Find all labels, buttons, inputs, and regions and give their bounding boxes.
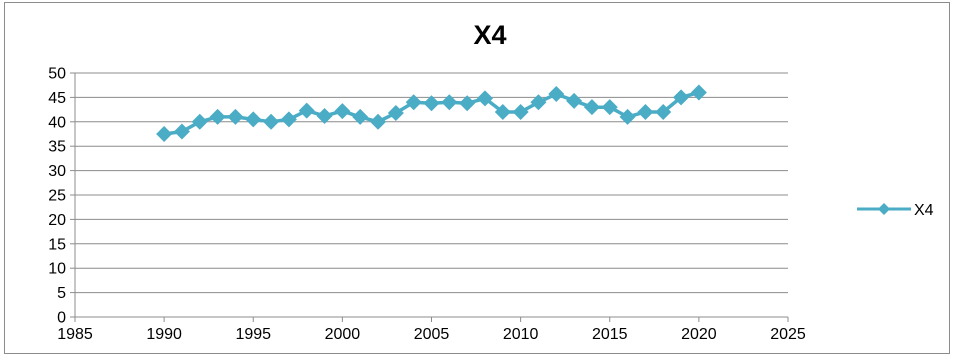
chart-title: X4 <box>473 20 506 50</box>
y-tick-label: 40 <box>48 114 66 131</box>
data-point <box>548 85 565 102</box>
data-point <box>405 94 422 111</box>
y-tick-label: 20 <box>48 212 66 229</box>
x-tick-label: 1990 <box>146 326 182 343</box>
legend-marker <box>878 203 890 215</box>
data-point <box>423 95 440 112</box>
data-point <box>637 104 654 121</box>
data-point <box>209 108 226 125</box>
data-point <box>512 104 529 121</box>
x-tick-label: 2025 <box>770 326 806 343</box>
x-tick-label: 2010 <box>503 326 539 343</box>
data-point <box>334 103 351 120</box>
data-point <box>227 108 244 125</box>
data-point <box>191 113 208 130</box>
data-point <box>583 99 600 116</box>
data-point <box>173 123 190 140</box>
x-tick-label: 1985 <box>57 326 93 343</box>
y-tick-label: 25 <box>48 188 66 205</box>
y-tick-label: 15 <box>48 236 66 253</box>
y-tick-label: 0 <box>57 310 66 327</box>
data-point <box>370 113 387 130</box>
x-tick-label: 1995 <box>235 326 271 343</box>
data-point <box>530 94 547 111</box>
y-tick-label: 30 <box>48 163 66 180</box>
data-point <box>387 105 404 122</box>
data-point <box>441 94 458 111</box>
legend: X4 <box>857 202 934 219</box>
data-point <box>494 104 511 121</box>
x-tick-label: 2015 <box>592 326 628 343</box>
data-point <box>566 92 583 109</box>
y-tick-label: 10 <box>48 261 66 278</box>
y-tick-label: 5 <box>57 285 66 302</box>
data-point <box>280 111 297 128</box>
data-point <box>352 108 369 125</box>
chart-frame: X4 0 5 10 15 20 25 30 35 40 45 50 1985 1990 1995 2000 2… <box>4 2 950 354</box>
data-point <box>298 102 315 119</box>
data-point <box>245 111 262 128</box>
data-point <box>601 99 618 116</box>
data-point <box>673 89 690 106</box>
data-point <box>316 107 333 124</box>
data-point <box>655 104 672 121</box>
legend-label: X4 <box>914 202 934 219</box>
x-tick-label: 2020 <box>681 326 717 343</box>
y-tick-label: 45 <box>48 90 66 107</box>
series-layer <box>156 84 707 142</box>
data-point <box>263 113 280 130</box>
data-point <box>619 108 636 125</box>
data-point <box>476 90 493 107</box>
data-point <box>459 95 476 112</box>
data-point <box>156 126 173 142</box>
data-point <box>690 84 707 101</box>
x-tick-label: 2000 <box>325 326 361 343</box>
y-tick-label: 50 <box>48 66 66 83</box>
x-tick-label: 2005 <box>414 326 450 343</box>
y-tick-label: 35 <box>48 139 66 156</box>
